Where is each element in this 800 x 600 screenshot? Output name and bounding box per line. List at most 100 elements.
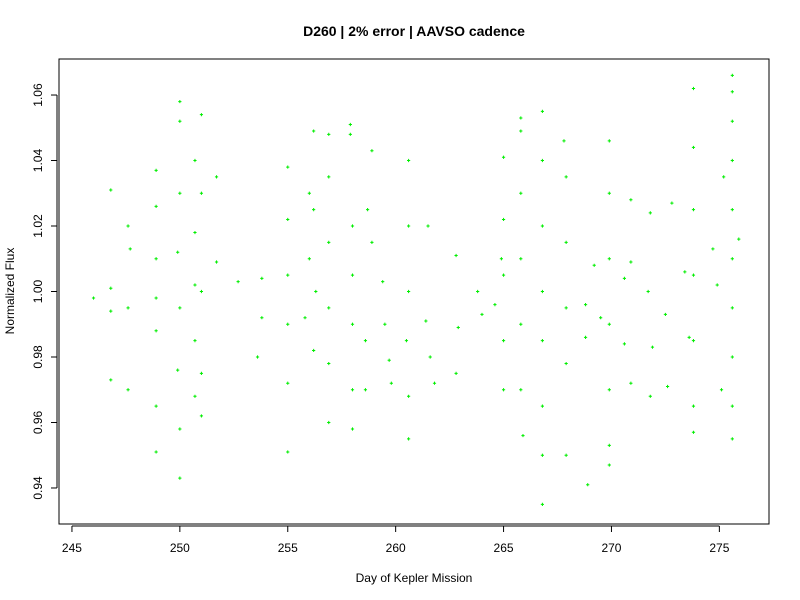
data-point xyxy=(193,230,197,235)
data-point xyxy=(128,247,132,251)
data-point xyxy=(663,312,668,317)
data-point xyxy=(501,388,506,392)
data-point xyxy=(303,316,307,320)
data-point xyxy=(363,339,368,343)
data-point xyxy=(109,378,113,382)
data-point xyxy=(540,158,545,163)
data-point xyxy=(599,316,603,320)
data-point xyxy=(540,502,545,506)
data-point xyxy=(109,188,113,192)
data-point xyxy=(730,158,734,163)
data-point xyxy=(178,306,182,310)
data-point xyxy=(350,322,355,326)
x-tick-label: 245 xyxy=(62,541,82,555)
data-point xyxy=(314,289,318,294)
data-point xyxy=(193,339,197,343)
data-point xyxy=(629,381,633,385)
data-point xyxy=(214,175,219,179)
data-point xyxy=(327,175,331,179)
y-tick-label: 1.00 xyxy=(31,279,45,303)
data-point xyxy=(730,306,734,310)
data-point xyxy=(404,339,409,343)
y-tick-label: 1.02 xyxy=(31,214,45,238)
data-point xyxy=(648,211,652,215)
data-point xyxy=(583,302,588,307)
x-axis: 245 250 255 260 265 270 275 xyxy=(62,525,730,555)
data-point xyxy=(665,384,670,389)
data-point xyxy=(583,335,588,339)
x-tick-label: 255 xyxy=(278,541,298,555)
data-point xyxy=(312,129,316,133)
data-point xyxy=(519,257,523,261)
y-tick-label: 0.96 xyxy=(31,410,45,434)
data-point xyxy=(650,345,655,349)
data-point xyxy=(607,388,611,392)
data-point xyxy=(126,306,130,310)
data-point xyxy=(646,289,650,294)
x-tick-label: 250 xyxy=(170,541,190,555)
data-point xyxy=(564,453,568,457)
data-point xyxy=(607,191,611,195)
data-point xyxy=(193,158,197,163)
data-point xyxy=(730,90,734,94)
data-point xyxy=(564,306,568,310)
data-point xyxy=(730,355,734,359)
data-point xyxy=(562,139,566,143)
data-point xyxy=(407,437,411,441)
data-point xyxy=(691,339,696,343)
data-point xyxy=(350,427,355,431)
data-point xyxy=(540,404,545,408)
data-point xyxy=(154,168,158,172)
data-point xyxy=(540,224,545,228)
data-point xyxy=(286,381,290,385)
data-point xyxy=(178,191,182,195)
data-point xyxy=(307,191,311,195)
data-point xyxy=(176,368,180,372)
data-point xyxy=(622,342,627,346)
data-point xyxy=(424,319,428,323)
data-point xyxy=(540,339,545,343)
data-point xyxy=(670,201,674,205)
data-point xyxy=(730,73,734,77)
data-point xyxy=(428,355,432,359)
y-tick-label: 0.98 xyxy=(31,345,45,369)
data-point xyxy=(607,257,611,261)
data-point xyxy=(286,273,290,277)
data-point xyxy=(178,427,182,431)
data-point xyxy=(348,122,352,127)
data-point xyxy=(715,283,719,287)
data-point xyxy=(176,250,180,254)
data-point xyxy=(109,286,113,290)
x-tick-label: 260 xyxy=(386,541,406,555)
data-point xyxy=(629,260,633,264)
data-point xyxy=(381,280,385,284)
data-point xyxy=(730,257,734,261)
data-point xyxy=(480,312,484,317)
data-point xyxy=(540,453,545,457)
data-point xyxy=(540,109,545,113)
data-point xyxy=(454,253,458,258)
data-point xyxy=(691,208,696,212)
data-point xyxy=(691,145,696,150)
data-point xyxy=(540,289,545,294)
data-point xyxy=(154,450,158,454)
data-point xyxy=(730,208,734,212)
plot-frame xyxy=(58,58,770,525)
data-point xyxy=(350,273,355,277)
data-point xyxy=(691,273,696,277)
data-point xyxy=(363,388,368,392)
data-point xyxy=(286,322,290,326)
y-tick-label: 1.04 xyxy=(31,149,45,173)
data-point xyxy=(564,361,568,366)
data-point xyxy=(178,99,182,104)
data-point xyxy=(501,155,506,159)
data-point xyxy=(154,296,158,300)
data-point xyxy=(286,165,290,169)
data-point xyxy=(719,388,724,392)
data-point xyxy=(607,443,611,448)
data-point xyxy=(501,217,506,222)
data-point xyxy=(519,388,523,392)
data-point xyxy=(493,302,497,307)
data-point xyxy=(199,113,204,117)
data-point xyxy=(307,257,311,261)
